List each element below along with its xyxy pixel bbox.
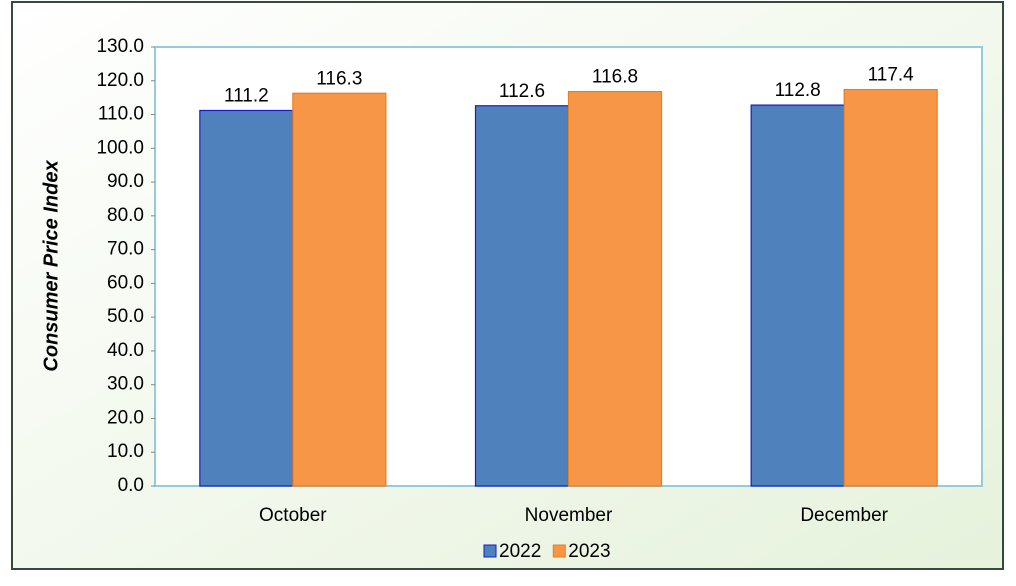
data-label: 116.3 [316,68,362,89]
y-tick-label: 40.0 [107,340,144,361]
y-tick-label: 100.0 [96,137,144,158]
y-tick-label: 90.0 [107,171,144,192]
data-label: 117.4 [868,65,915,86]
data-label: 116.8 [592,67,638,88]
y-tick-label: 60.0 [107,272,144,293]
bar [292,92,387,487]
y-tick-label: 70.0 [107,239,144,260]
y-tick-label: 30.0 [107,374,144,395]
x-tick-label: December [800,505,888,526]
bar [843,88,938,487]
y-tick-label: 20.0 [107,407,144,428]
x-tick-label: October [259,505,327,526]
data-label: 112.6 [499,81,545,102]
y-tick-label: 110.0 [98,104,144,125]
y-tick-label: 0.0 [118,475,144,496]
legend-swatch [552,544,566,558]
bar [750,104,845,487]
bar [567,90,663,487]
y-tick-label: 80.0 [107,205,144,226]
legend-label: 2022 [499,541,541,562]
bar [199,109,294,487]
legend-label: 2023 [568,541,610,562]
y-tick-label: 10.0 [107,441,144,462]
y-tick-label: 50.0 [107,306,144,327]
data-label: 111.2 [224,86,269,107]
y-axis-title: Consumer Price Index [40,160,62,372]
y-tick-label: 130.0 [96,36,144,57]
legend-swatch [483,544,497,558]
y-tick-label: 120.0 [96,70,144,91]
bar [474,105,570,487]
data-label: 112.8 [775,80,821,101]
x-tick-label: November [525,505,613,526]
